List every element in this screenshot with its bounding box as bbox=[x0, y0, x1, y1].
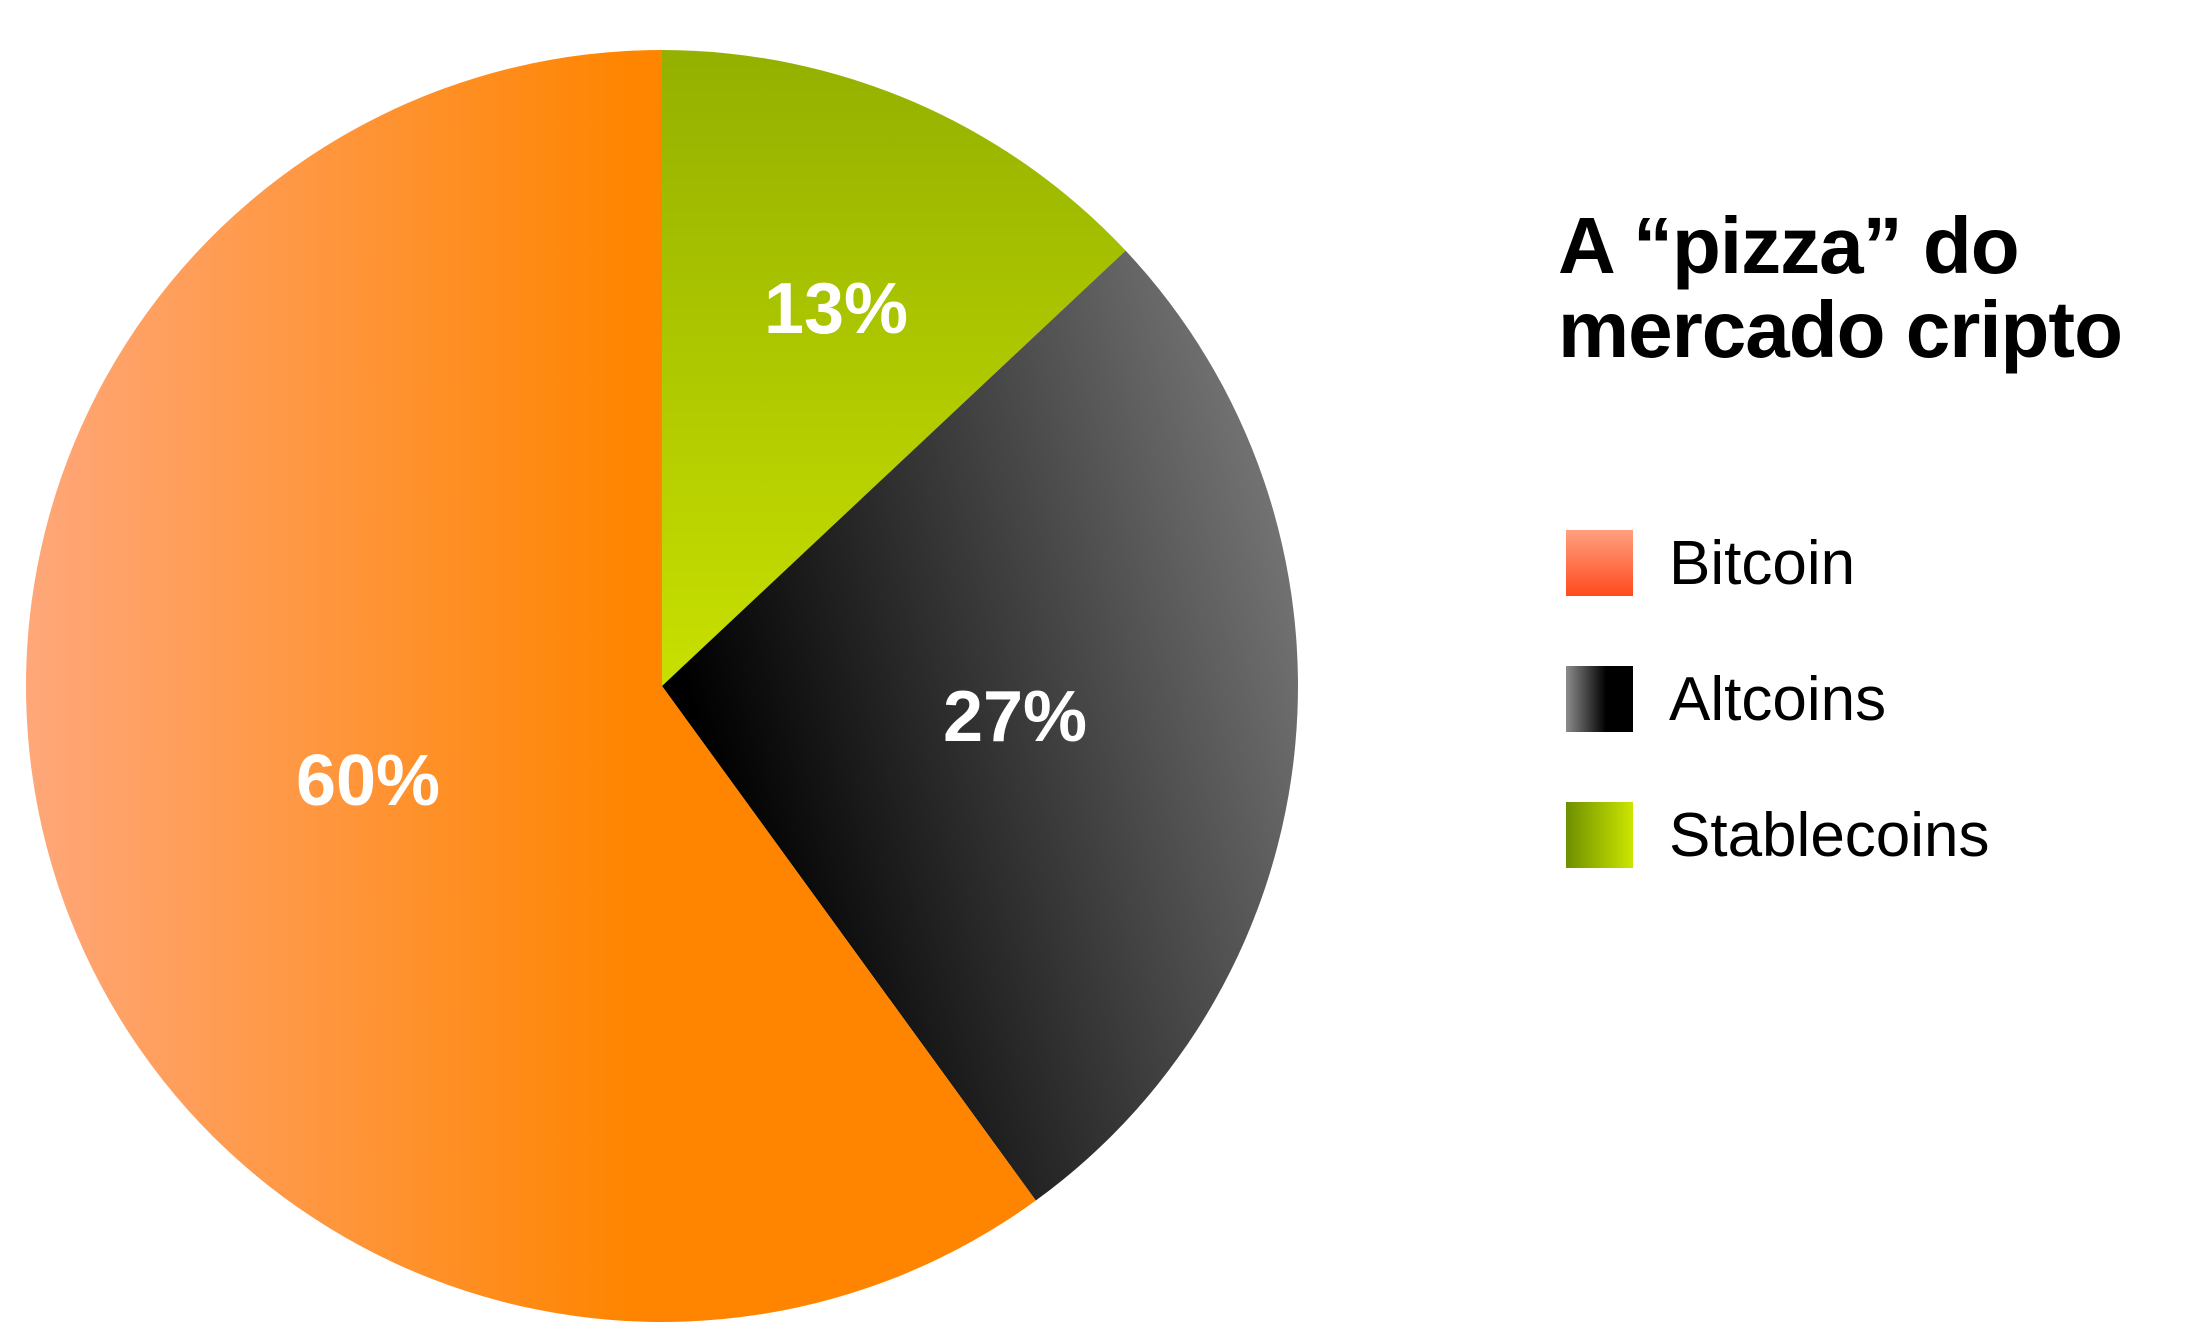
legend-item-altcoins: Altcoins bbox=[1566, 664, 1990, 734]
pie-slice-bitcoin bbox=[25, 50, 1036, 1323]
legend-label-bitcoin: Bitcoin bbox=[1669, 528, 1856, 598]
legend-swatch-altcoins bbox=[1566, 666, 1633, 732]
legend-label-stablecoins: Stablecoins bbox=[1669, 800, 1990, 870]
legend-label-altcoins: Altcoins bbox=[1669, 664, 1887, 734]
pie-chart: 13% 27% 60% bbox=[25, 50, 1298, 1323]
legend-item-bitcoin: Bitcoin bbox=[1566, 528, 1990, 598]
pie-slice-stablecoins bbox=[662, 50, 1126, 686]
slice-label-altcoins: 27% bbox=[943, 677, 1087, 757]
chart-title-line-1: A “pizza” do bbox=[1558, 201, 2020, 290]
pie-slice-altcoins bbox=[662, 250, 1298, 1201]
legend-swatch-bitcoin bbox=[1566, 530, 1633, 596]
chart-title: A “pizza” do mercado cripto bbox=[1558, 201, 2123, 374]
slice-label-bitcoin: 60% bbox=[296, 741, 440, 821]
legend-swatch-stablecoins bbox=[1566, 802, 1633, 868]
legend-item-stablecoins: Stablecoins bbox=[1566, 800, 1990, 870]
slice-label-stablecoins: 13% bbox=[764, 269, 908, 349]
legend: Bitcoin Altcoins Stablecoins bbox=[1566, 528, 1990, 938]
chart-title-line-2: mercado cripto bbox=[1558, 285, 2123, 374]
